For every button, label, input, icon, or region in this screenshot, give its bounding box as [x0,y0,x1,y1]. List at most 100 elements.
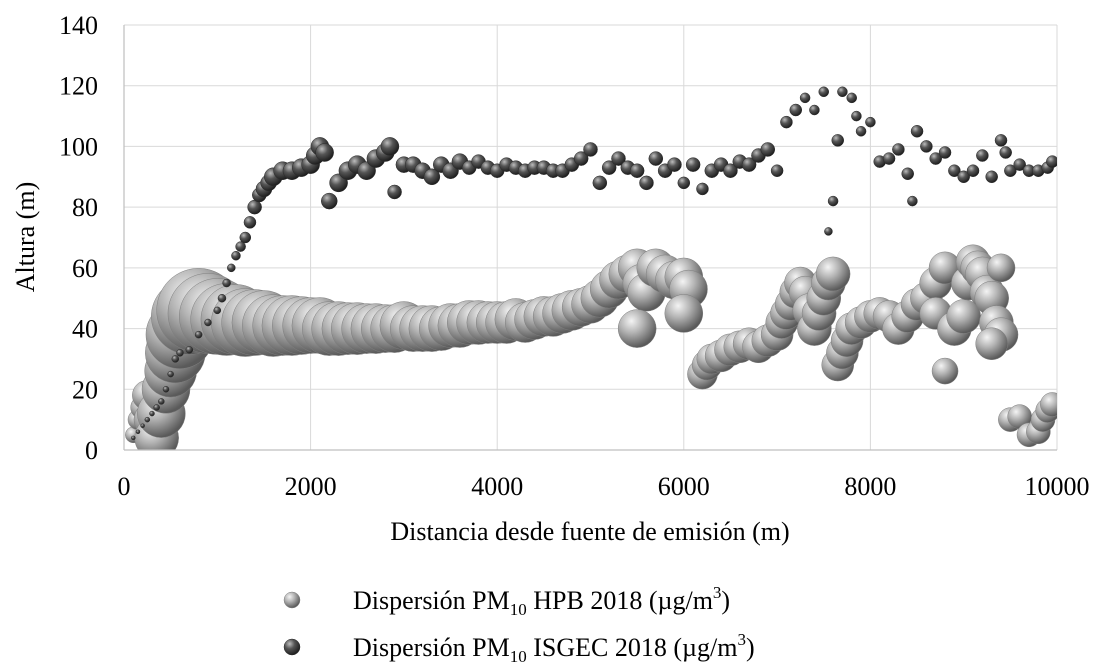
data-point [818,86,829,98]
legend-label: Dispersión PM10 ISGEC 2018 (µg/m3) [353,630,755,666]
data-point [153,404,160,411]
data-point [1040,392,1057,417]
data-point [723,163,738,178]
grid [124,24,1058,450]
data-point [696,182,709,196]
data-point [827,195,839,207]
series-2 [131,86,1057,441]
axes: 0 2000 4000 6000 8000 10000 0 20 40 60 80 100 120 140 [59,11,1090,501]
data-point [213,306,222,315]
data-point [217,293,227,303]
data-point [158,398,165,405]
data-point [910,125,924,138]
data-point [387,184,402,200]
data-point [677,176,691,190]
data-point [227,263,236,273]
y-tick-label: 0 [85,436,98,465]
y-tick-label: 120 [59,72,98,101]
y-tick-label: 60 [72,254,98,283]
data-point [789,103,803,117]
x-tick-label: 6000 [658,472,710,501]
x-tick-label: 8000 [844,472,896,501]
y-axis-title: Altura (m) [11,182,40,292]
data-point [966,164,980,177]
data-point [611,151,626,166]
data-point [135,429,141,435]
data-point [131,435,136,441]
data-point [583,142,598,157]
data-point [235,241,246,252]
data-point [760,142,776,157]
data-point [185,346,194,354]
data-point [231,250,241,261]
data-point [770,164,784,177]
x-tick-label: 0 [118,472,131,501]
data-point [167,370,174,378]
data-point [315,143,334,162]
data-point [809,104,820,116]
data-point [931,357,959,385]
series-1 [125,244,1057,450]
data-point [171,355,180,363]
data-point [986,253,1016,283]
y-tick-label: 100 [59,132,98,161]
data-point [639,175,654,191]
data-point [176,349,184,357]
data-point [865,116,876,128]
data-point [648,151,664,166]
data-point [957,170,970,184]
data-point [929,152,942,165]
data-point [162,386,170,393]
data-point [667,157,682,172]
data-point [780,115,793,129]
data-point [851,110,862,122]
data-point [892,143,905,156]
data-point [140,423,145,428]
data-point [907,195,918,207]
data-point [149,410,155,417]
legend: Dispersión PM10 HPB 2018 (µg/m3) Dispersi… [283,583,755,666]
data-point [239,231,252,244]
data-point [999,146,1012,159]
data-point [629,163,645,178]
data-point [976,149,989,162]
data-point [1013,158,1026,171]
data-point [975,327,1008,360]
data-point [685,157,701,172]
data-point [321,192,338,210]
data-point [592,175,608,191]
data-point [380,137,400,156]
data-point [1046,155,1057,168]
data-point [994,134,1008,147]
data-point [837,86,848,98]
data-point [222,278,231,288]
data-point [901,167,914,180]
y-tick-label: 80 [72,193,98,222]
x-tick-label: 4000 [471,472,523,501]
data-point [799,92,811,104]
y-tick-label: 40 [72,315,98,344]
legend-label: Dispersión PM10 HPB 2018 (µg/m3) [353,583,730,619]
data-point [144,416,151,423]
x-axis-title: Distancia desde fuente de emisión (m) [390,517,789,546]
y-tick-label: 140 [59,11,98,40]
data-point [617,309,657,348]
y-tick-label: 20 [72,375,98,404]
data-point [664,294,704,333]
data-point [985,170,998,184]
data-point [204,318,212,327]
data-point [601,160,617,175]
data-point [1004,164,1017,177]
data-point [824,227,833,236]
data-point [573,151,589,166]
data-point [815,256,851,292]
data-point [938,146,952,159]
x-tick-label: 2000 [285,472,337,501]
data-point [846,92,857,104]
data-point [741,157,757,172]
x-tick-label: 10000 [1025,472,1090,501]
legend-marker [283,591,301,609]
data-point [831,134,844,147]
data-point [882,152,896,165]
